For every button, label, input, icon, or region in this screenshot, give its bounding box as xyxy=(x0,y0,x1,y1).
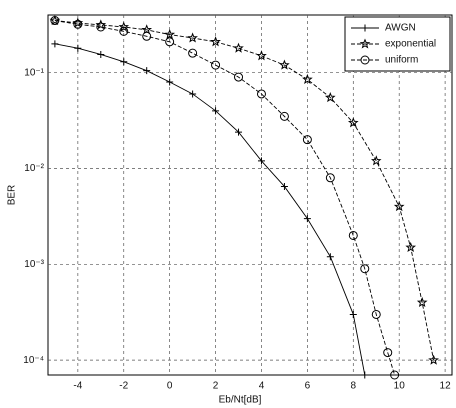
marker xyxy=(235,128,243,136)
marker xyxy=(211,60,221,70)
marker xyxy=(73,19,83,29)
marker xyxy=(142,31,152,41)
legend-label: uniform xyxy=(385,55,418,66)
series-line xyxy=(54,20,396,376)
marker xyxy=(51,40,59,48)
x-tick-label: 6 xyxy=(305,381,311,392)
y-tick-label: 10⁻⁴ xyxy=(23,355,44,366)
marker xyxy=(74,44,82,52)
marker xyxy=(349,310,357,318)
y-tick-label: 10⁻¹ xyxy=(24,67,44,78)
series-line xyxy=(54,43,366,376)
marker xyxy=(234,72,244,82)
marker xyxy=(348,230,358,240)
marker xyxy=(141,24,153,35)
x-tick-label: 4 xyxy=(259,381,265,392)
marker xyxy=(303,215,311,223)
marker xyxy=(187,32,198,43)
marker xyxy=(383,348,393,358)
marker xyxy=(302,73,313,85)
marker xyxy=(428,354,439,365)
legend-marker xyxy=(361,24,369,32)
marker xyxy=(371,309,381,319)
marker xyxy=(416,296,428,308)
marker xyxy=(212,107,220,115)
marker xyxy=(256,50,267,61)
marker xyxy=(50,16,60,26)
x-tick-label: 2 xyxy=(213,381,219,392)
marker xyxy=(257,157,265,165)
marker xyxy=(280,182,288,190)
x-axis-label: Eb/Nt[dB] xyxy=(219,395,262,406)
x-tick-label: 12 xyxy=(440,381,452,392)
marker xyxy=(118,21,129,32)
marker xyxy=(96,22,106,32)
x-tick-label: -4 xyxy=(73,381,82,392)
marker xyxy=(361,371,369,379)
x-tick-label: 8 xyxy=(351,381,357,392)
marker xyxy=(302,135,312,145)
marker xyxy=(165,37,175,47)
marker xyxy=(371,155,382,166)
marker xyxy=(393,201,405,212)
y-axis-label: BER xyxy=(7,185,18,206)
marker xyxy=(390,370,400,380)
y-tick-label: 10⁻² xyxy=(24,163,44,174)
marker xyxy=(210,36,221,47)
marker xyxy=(49,15,61,26)
legend-marker xyxy=(360,55,370,65)
marker xyxy=(279,59,290,70)
plot-frame xyxy=(47,14,453,376)
marker xyxy=(279,111,289,121)
legend-label: AWGN xyxy=(385,23,416,34)
marker xyxy=(95,19,107,30)
x-tick-label: -2 xyxy=(119,381,128,392)
marker xyxy=(326,253,334,261)
legend-label: exponential xyxy=(385,39,436,50)
marker xyxy=(164,29,176,40)
marker xyxy=(324,92,336,103)
marker xyxy=(256,89,266,99)
marker xyxy=(97,50,105,58)
legend-marker xyxy=(359,38,371,49)
marker xyxy=(189,90,197,98)
marker xyxy=(360,264,370,274)
marker xyxy=(348,117,359,128)
x-tick-label: 0 xyxy=(167,381,173,392)
marker xyxy=(119,26,129,36)
marker xyxy=(405,241,417,253)
marker xyxy=(188,48,198,58)
marker xyxy=(120,58,128,66)
x-tick-label: 10 xyxy=(394,381,406,392)
marker xyxy=(143,67,151,75)
marker xyxy=(166,78,174,86)
marker xyxy=(325,173,335,183)
marker xyxy=(233,42,244,53)
y-tick-label: 10⁻³ xyxy=(24,259,44,270)
